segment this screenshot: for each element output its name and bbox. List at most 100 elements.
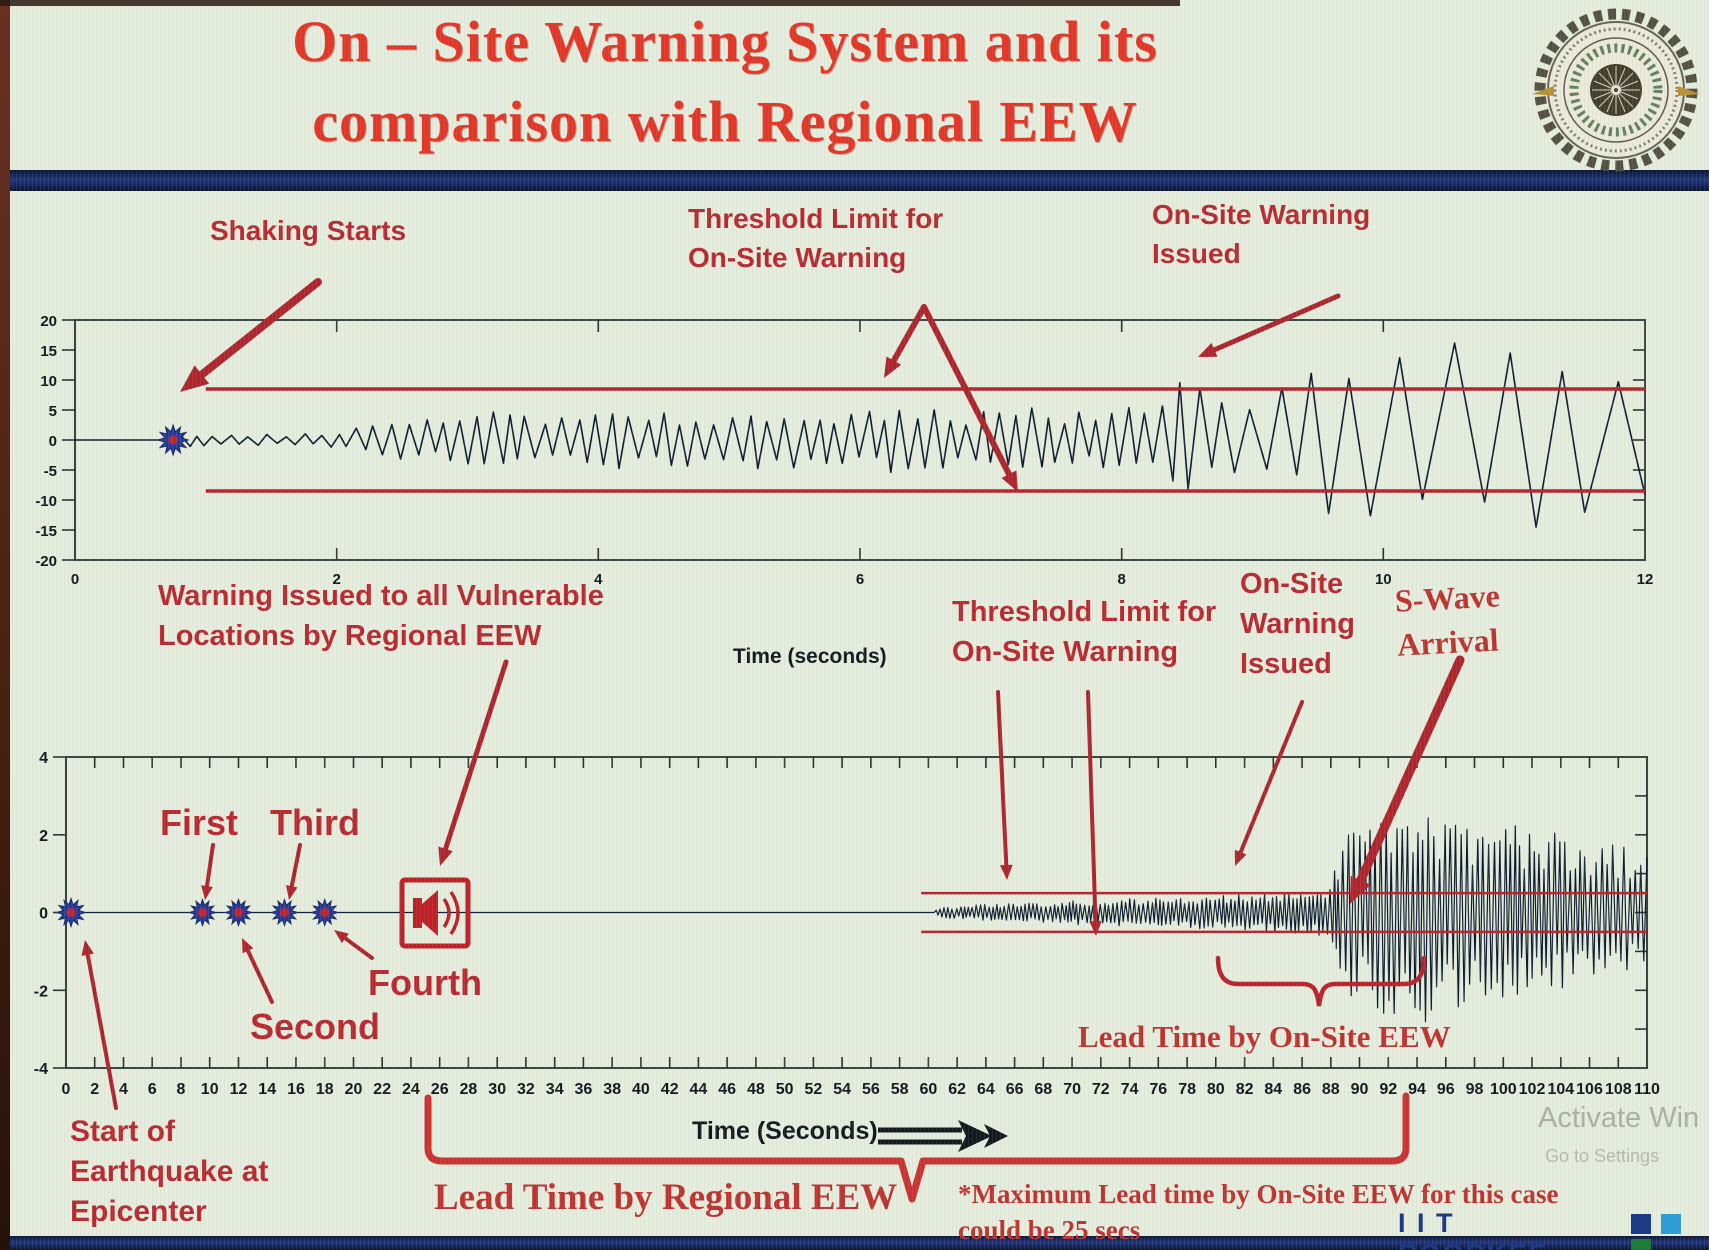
x-tick-label: 2 [333, 571, 341, 588]
x-tick-label: 0 [71, 571, 79, 588]
x-tick-label: 62 [948, 1081, 966, 1098]
x-tick-label: 90 [1351, 1081, 1369, 1098]
x-tick-label: 98 [1466, 1081, 1484, 1098]
event-star-marker [269, 897, 300, 928]
x-tick-label: 80 [1207, 1081, 1225, 1098]
annotation-first: First [160, 802, 239, 843]
threshold-bottom-arrow-right [1086, 690, 1102, 936]
third-arrow [286, 843, 302, 900]
y-tick-label: 10 [40, 373, 57, 390]
x-tick-label: 44 [690, 1081, 708, 1098]
x-tick-label: 58 [891, 1081, 909, 1098]
x-tick-label: 88 [1322, 1081, 1340, 1098]
x-tick-label: 70 [1063, 1081, 1081, 1098]
y-tick-label: 4 [39, 750, 48, 767]
threshold-top-arrow-left [884, 304, 927, 378]
shaking-starts-arrow [180, 278, 322, 392]
x-tick-label: 22 [373, 1081, 391, 1098]
tick-labels: 0 2 4 6 8 10 12 14 16 18 20 22 24 26 28 30 32 34 36 38 40 42 4… [34, 750, 1660, 1098]
swave-arrival-arrow [1350, 655, 1465, 904]
x-tick-label: 50 [776, 1081, 794, 1098]
tick-labels: 0 2 4 6 8 10 12 20 15 10 5 0 -5 -10 -15 -20 [35, 313, 1653, 588]
annotation-start-epicenter: Start of Earthquake at Epicenter [70, 1115, 269, 1229]
header-divider-bar [0, 170, 1709, 191]
annotation-swave-arrival: S-Wave Arrival [1393, 577, 1501, 663]
x-tick-label: 54 [833, 1081, 851, 1098]
iit-roorkee-logo [1532, 8, 1700, 172]
x-tick-label: 60 [920, 1081, 938, 1098]
x-tick-label: 28 [460, 1081, 478, 1098]
x-tick-label: 38 [603, 1081, 621, 1098]
x-tick-label: 84 [1264, 1081, 1282, 1098]
x-tick-label: 8 [177, 1081, 186, 1098]
x-tick-label: 68 [1034, 1081, 1052, 1098]
x-tick-label: 24 [402, 1081, 420, 1098]
annotation-third: Third [270, 802, 360, 843]
footer-bar [0, 1236, 1709, 1250]
x-tick-label: 30 [488, 1081, 506, 1098]
x-tick-label: 64 [977, 1081, 995, 1098]
x-tick-label: 108 [1605, 1081, 1632, 1098]
y-tick-label: -10 [35, 493, 57, 510]
seismogram-trace [75, 342, 1646, 528]
event-star-marker [55, 896, 87, 929]
x-tick-label: 56 [862, 1081, 880, 1098]
x-tick-label: 10 [1375, 571, 1392, 588]
page-title: On – Site Warning System and its compari… [150, 2, 1300, 162]
annotation-warning-issued-top: On-Site Warning Issued [1152, 199, 1371, 269]
annotation-lead-time-onsite: Lead Time by On-Site EEW [1078, 1019, 1451, 1054]
annotation-fourth: Fourth [368, 962, 482, 1003]
footer-brand: I I T ROORKEE [1398, 1208, 1547, 1250]
epicenter-arrow [81, 940, 118, 1110]
onsite-issued-bottom-arrow [1234, 700, 1304, 866]
photo-left-edge [0, 0, 10, 1250]
photo-top-edge [0, 0, 1180, 6]
loudspeaker-warning-icon [399, 877, 471, 949]
first-arrow [201, 843, 215, 900]
y-tick-label: -5 [44, 463, 57, 480]
x-tick-label: 96 [1437, 1081, 1455, 1098]
title-line-1: On – Site Warning System and its [292, 9, 1158, 74]
regional-warning-arrow [438, 659, 509, 866]
x-tick-label: 36 [575, 1081, 593, 1098]
annotation-regional-warning: Warning Issued to all Vulnerable Locatio… [158, 580, 604, 653]
annotation-second: Second [250, 1006, 381, 1047]
y-tick-label: -15 [35, 523, 57, 540]
x-tick-label: 14 [258, 1081, 276, 1098]
time-axis-arrow-icon [878, 1120, 1008, 1152]
x-tick-label: 46 [718, 1081, 736, 1098]
y-tick-label: 0 [49, 433, 57, 450]
event-star-marker [223, 897, 254, 928]
x-tick-label: 110 [1634, 1081, 1660, 1098]
x-tick-label: 4 [119, 1081, 128, 1098]
x-tick-label: 82 [1236, 1081, 1254, 1098]
y-tick-label: 2 [39, 828, 48, 845]
event-star-marker [156, 423, 190, 457]
annotation-onsite-issued-bottom: On-Site Warning Issued [1240, 568, 1355, 681]
x-tick-label: 6 [148, 1081, 157, 1098]
y-tick-label: -4 [34, 1061, 48, 1078]
y-tick-label: 20 [40, 313, 57, 330]
ticks [62, 319, 1645, 561]
y-tick-label: -2 [34, 983, 48, 1000]
x-tick-label: 76 [1149, 1081, 1167, 1098]
x-tick-label: 20 [345, 1081, 363, 1098]
x-tick-label: 12 [230, 1081, 248, 1098]
x-tick-label: 10 [201, 1081, 219, 1098]
logo-right-ornament [1678, 86, 1700, 96]
y-tick-label: -20 [35, 553, 57, 570]
x-tick-label: 100 [1490, 1081, 1517, 1098]
x-tick-label: 104 [1547, 1081, 1574, 1098]
threshold-top-arrow-right [921, 304, 1018, 492]
footer-squares [1621, 1214, 1709, 1250]
top-chart: 0 2 4 6 8 10 12 20 15 10 5 0 -5 -10 -15 -20 [35, 313, 1653, 588]
x-tick-label: 40 [632, 1081, 650, 1098]
onsite-issued-top-arrow [1198, 293, 1341, 357]
x-tick-label: 66 [1006, 1081, 1024, 1098]
y-tick-label: 5 [49, 403, 57, 420]
y-tick-label: 0 [39, 906, 48, 923]
x-tick-label: 18 [316, 1081, 334, 1098]
annotation-shaking-starts: Shaking Starts [210, 215, 407, 246]
annotation-threshold-bottom: Threshold Limit for On-Site Warning [952, 596, 1217, 669]
x-tick-label: 34 [546, 1081, 564, 1098]
